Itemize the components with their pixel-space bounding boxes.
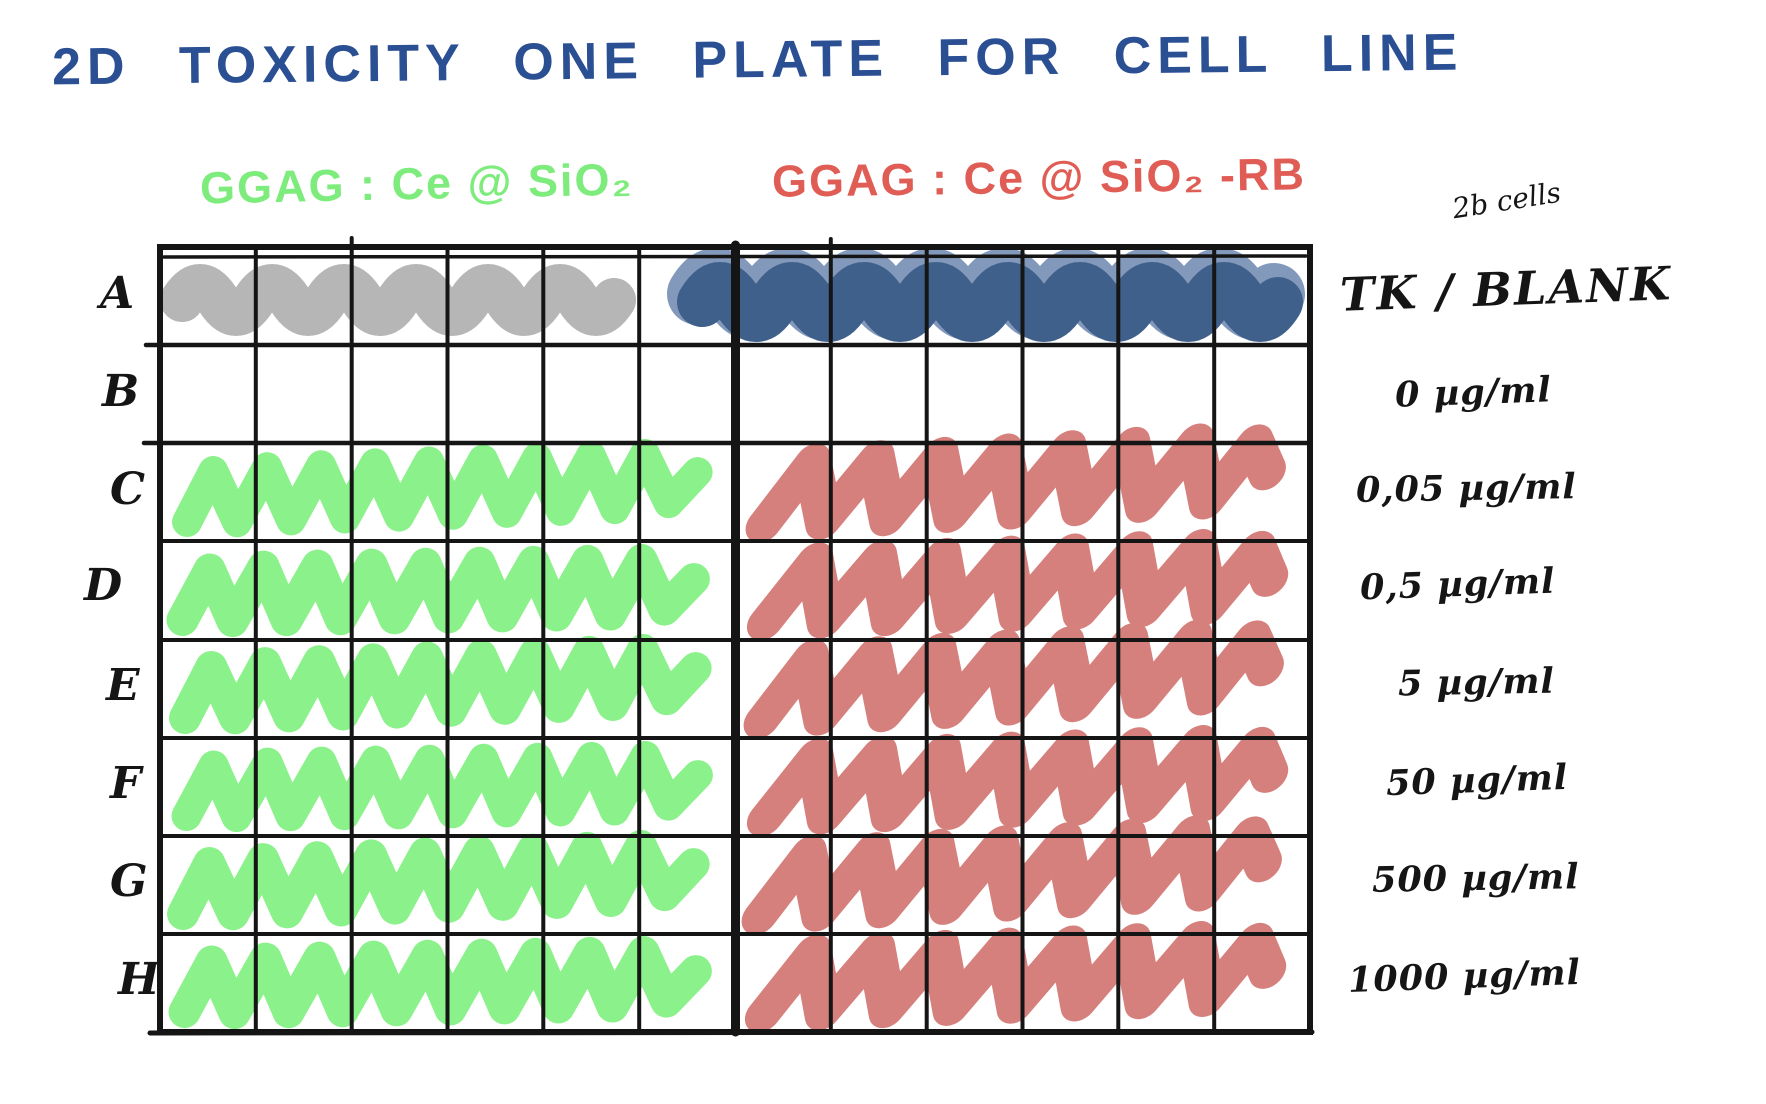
row-label-F: F: [110, 758, 142, 809]
row-label-H: H: [118, 954, 160, 1005]
scribble-row-C-left: [185, 452, 699, 524]
scribble-row-H-right: [763, 936, 1276, 1014]
grid-lines: [141, 236, 1315, 1037]
scribble-row-E-left: [183, 648, 697, 720]
scribble-row-H-left: [184, 951, 697, 1014]
well-scribbles: [181, 279, 1278, 1014]
scribble-row-E-right: [762, 634, 1273, 721]
row-label-G: G: [110, 856, 148, 907]
scribble-row-A-left-gray: [182, 286, 614, 314]
row-label-B: B: [102, 366, 140, 417]
scribble-row-F-left: [186, 755, 699, 818]
scribble-row-D-left: [182, 559, 695, 622]
row-label-C: C: [110, 464, 146, 515]
scribble-row-A-right-blue: [702, 287, 1278, 317]
row-label-A: A: [100, 268, 135, 319]
scribble-row-C-right: [764, 438, 1275, 525]
row-label-D: D: [84, 560, 123, 611]
scribble-row-G-left: [181, 844, 695, 916]
row-label-E: E: [106, 660, 140, 711]
scribble-row-G-right: [760, 830, 1271, 917]
